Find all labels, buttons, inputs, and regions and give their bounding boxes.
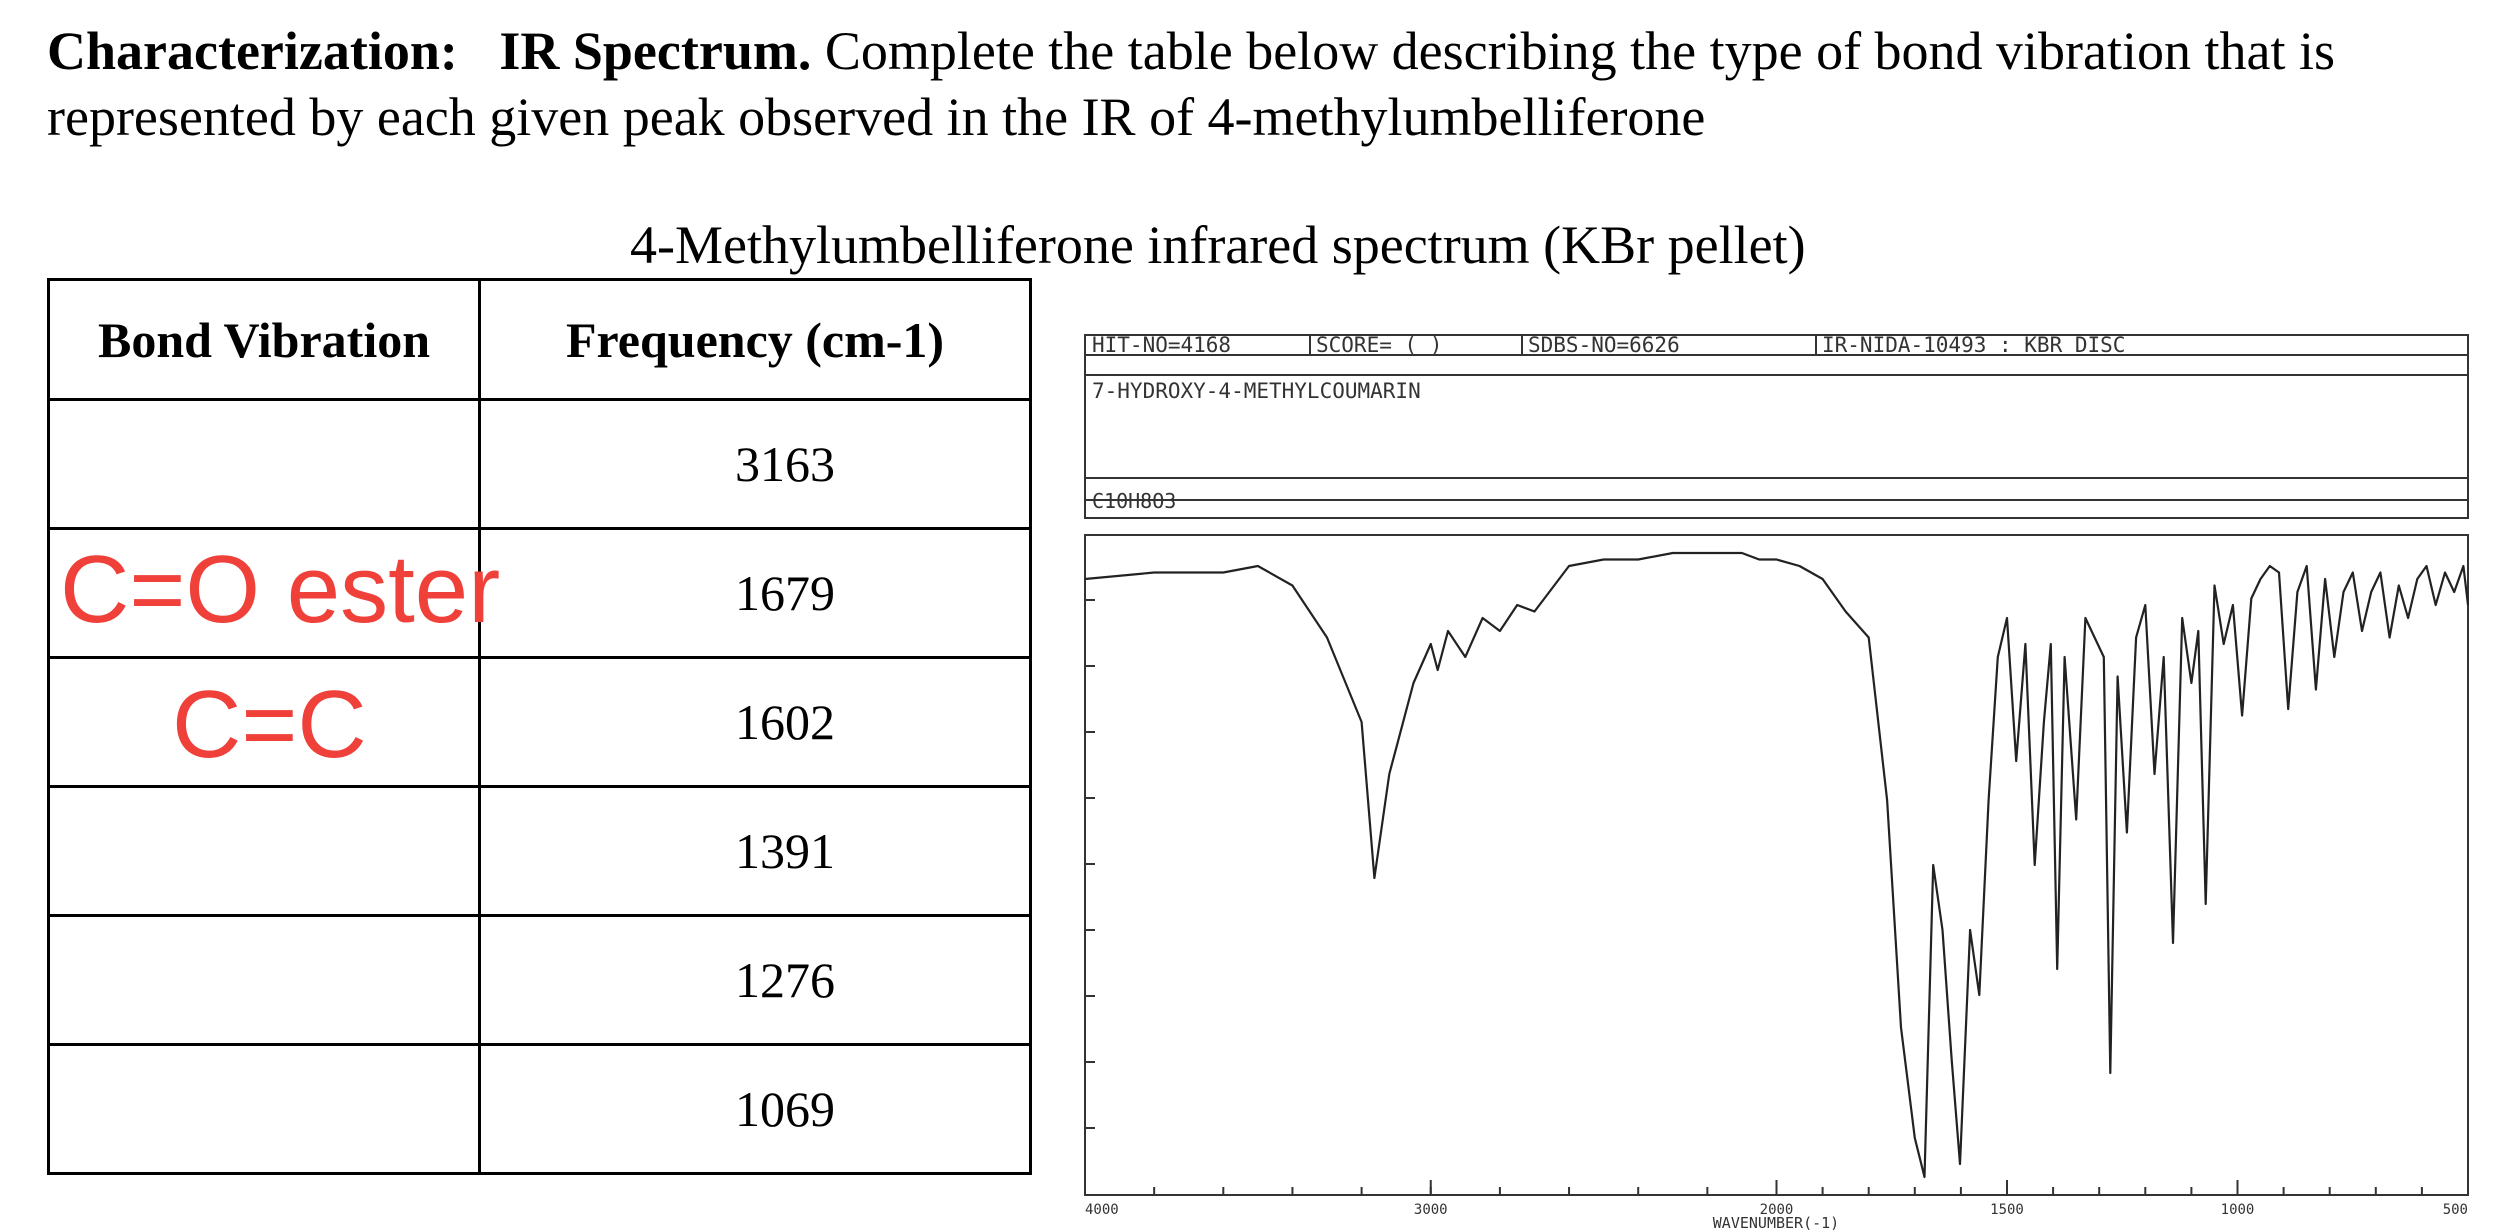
characterization-label: Characterization: <box>47 21 458 81</box>
bond-frequency-table: Bond Vibration Frequency (cm-1) 3163 167… <box>47 278 1032 1175</box>
annotation-c-o-ester: C=O ester <box>60 536 501 643</box>
frequency-cell: 1276 <box>478 914 1032 1046</box>
table-row: 1602 <box>47 656 1032 788</box>
ir-spectrum-label: IR Spectrum. <box>499 21 812 81</box>
instructions: Characterization: IR Spectrum. Complete … <box>47 18 2467 150</box>
bond-cell[interactable] <box>47 398 481 530</box>
ir-spectrum-svg: HIT-NO=4168 SCORE= ( ) SDBS-NO=6626 IR-N… <box>1084 333 2470 1230</box>
bond-cell[interactable] <box>47 785 481 917</box>
frequency-cell: 1069 <box>478 1043 1032 1175</box>
score-label: SCORE= ( ) <box>1316 333 1442 357</box>
frequency-cell: 1602 <box>478 656 1032 788</box>
molecular-formula: C10H8O3 <box>1092 489 1176 513</box>
table-row: 1391 <box>47 785 1032 917</box>
bond-cell[interactable] <box>47 1043 481 1175</box>
spectrum-caption: 4-Methylumbelliferone infrared spectrum … <box>630 215 1806 275</box>
table-row: 1276 <box>47 914 1032 1046</box>
table-row: 1679 <box>47 527 1032 659</box>
ir-nida-label: IR-NIDA-10493 : KBR DISC <box>1822 333 2125 357</box>
x-tick-label: 2000 <box>1760 1202 1794 1218</box>
frequency-cell: 3163 <box>478 398 1032 530</box>
header-compound-box <box>1084 354 2469 501</box>
frequency-cell: 1679 <box>478 527 1032 659</box>
header-formula-box <box>1084 477 2469 519</box>
x-tick-label: 1500 <box>1990 1202 2024 1218</box>
table-row: 1069 <box>47 1043 1032 1175</box>
x-tick-label: 1000 <box>2221 1202 2255 1218</box>
bond-cell[interactable] <box>47 656 481 788</box>
instructions-text: Complete the table below describing the … <box>47 21 2335 147</box>
sdbs-no-label: SDBS-NO=6626 <box>1528 333 1680 357</box>
frequency-cell: 1391 <box>478 785 1032 917</box>
spectrum-trace <box>1084 551 2470 1179</box>
header-bond-vibration: Bond Vibration <box>47 278 481 401</box>
hit-no-label: HIT-NO=4168 <box>1092 333 1231 357</box>
x-axis-ticks: 4000 3000 2000 1500 1000 500 <box>1084 1180 2469 1218</box>
y-axis-ticks <box>1085 599 1095 1129</box>
annotation-c-c: C=C <box>172 671 367 778</box>
table-header-row: Bond Vibration Frequency (cm-1) <box>47 278 1032 401</box>
x-tick-label: 500 <box>2443 1202 2468 1218</box>
bond-cell[interactable] <box>47 914 481 1046</box>
compound-name: 7-HYDROXY-4-METHYLCOUMARIN <box>1092 379 1421 403</box>
x-axis-label: WAVENUMBER(-1) <box>1713 1214 1839 1230</box>
x-tick-label: 4000 <box>1085 1202 1119 1218</box>
x-tick-label: 3000 <box>1414 1202 1448 1218</box>
bond-cell[interactable] <box>47 527 481 659</box>
ir-spectrum-figure: HIT-NO=4168 SCORE= ( ) SDBS-NO=6626 IR-N… <box>1070 330 2472 1230</box>
table-row: 3163 <box>47 398 1032 530</box>
header-frequency: Frequency (cm-1) <box>478 278 1032 401</box>
plot-frame <box>1084 534 2469 1196</box>
